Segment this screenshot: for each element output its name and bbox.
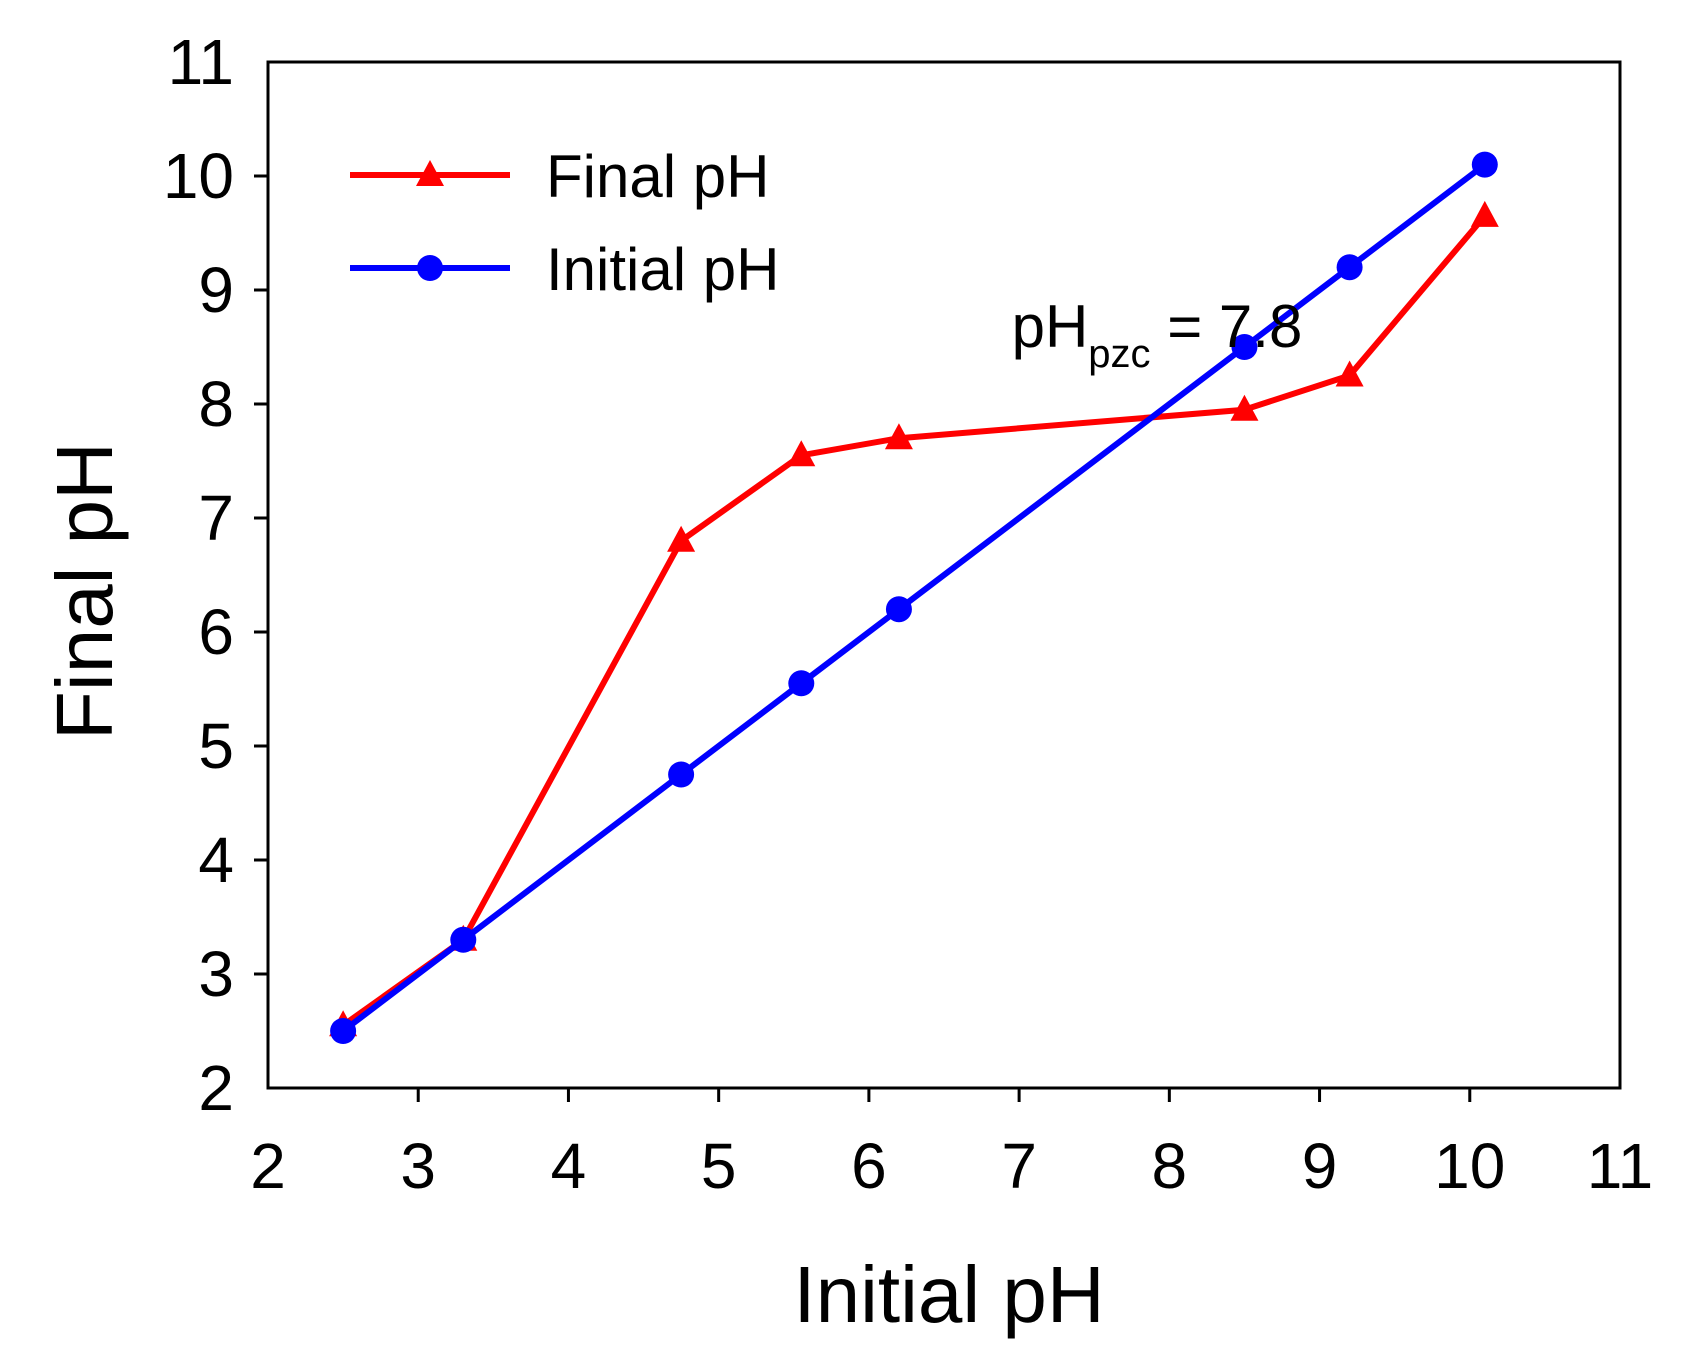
pzc-annotation-subscript: pzc: [1088, 332, 1150, 376]
data-point-initial-ph: [788, 670, 815, 697]
x-tick-label: 8: [1152, 1130, 1188, 1202]
data-point-initial-ph: [330, 1018, 357, 1044]
y-tick-label: 5: [198, 710, 234, 782]
x-tick-label: 9: [1302, 1130, 1338, 1202]
legend-label-initial-ph: Initial pH: [546, 236, 779, 303]
x-axis-title: Initial pH: [793, 1250, 1104, 1339]
x-tick-label: 5: [701, 1130, 737, 1202]
data-point-final-ph: [1335, 360, 1364, 387]
series-layer: [329, 151, 1499, 1044]
series-line-initial-ph: [341, 162, 1487, 1034]
x-tick-label: 3: [400, 1130, 436, 1202]
series-line-final-ph: [341, 213, 1488, 1028]
data-point-initial-ph: [1231, 334, 1258, 360]
data-point-final-ph: [884, 423, 913, 450]
x-tick-label: 11: [1587, 1130, 1653, 1202]
axis-ticks: 2 3 4 5 6 7 8 9 10 11 2 3 4 5 6 7 8 9 10 11: [163, 26, 1653, 1202]
pzc-annotation: pHpzc = 7.8: [1012, 293, 1303, 376]
x-tick-label: 7: [1001, 1130, 1037, 1202]
data-point-initial-ph: [1471, 151, 1498, 178]
data-point-final-ph: [667, 525, 696, 552]
data-point-final-ph: [787, 440, 816, 467]
data-point-initial-ph: [450, 926, 477, 953]
legend-marker-final-ph: [416, 160, 444, 186]
data-point-initial-ph: [885, 596, 912, 623]
y-tick-label: 7: [198, 482, 234, 554]
data-point-initial-ph: [1336, 254, 1363, 281]
legend: Final pH Initial pH: [350, 143, 779, 303]
y-tick-label: 3: [198, 938, 234, 1010]
pzc-annotation-value: = 7.8: [1151, 293, 1303, 360]
series-initial-ph: [330, 151, 1498, 1044]
pzc-annotation-main: pH: [1012, 293, 1089, 360]
legend-marker-initial-ph: [417, 255, 443, 281]
y-tick-label: 6: [198, 596, 234, 668]
x-tick-label: 10: [1434, 1130, 1505, 1202]
x-tick-label: 4: [551, 1130, 587, 1202]
plot-area: [266, 60, 1622, 1090]
data-point-final-ph: [1230, 394, 1259, 421]
y-tick-label: 11: [168, 26, 234, 98]
x-tick-label: 2: [250, 1130, 286, 1202]
y-tick-label: 2: [198, 1052, 234, 1124]
data-point-final-ph: [1470, 200, 1499, 227]
plot-frame: [266, 60, 1622, 1090]
y-axis-title: Final pH: [40, 442, 129, 740]
legend-label-final-ph: Final pH: [546, 143, 769, 210]
y-tick-label: 10: [163, 140, 234, 212]
x-tick-label: 6: [851, 1130, 887, 1202]
y-tick-label: 9: [198, 254, 234, 326]
y-tick-label: 8: [198, 368, 234, 440]
data-point-initial-ph: [668, 761, 695, 788]
y-tick-label: 4: [198, 824, 234, 896]
